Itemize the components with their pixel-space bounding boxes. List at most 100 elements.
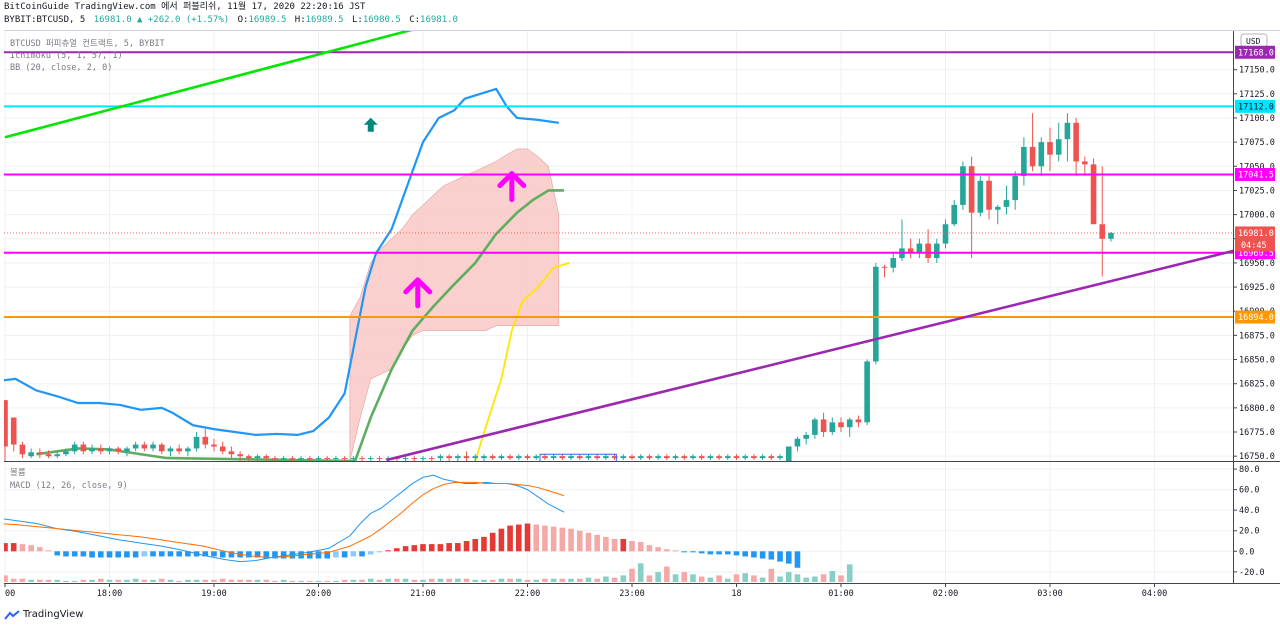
volume-bar <box>10 578 17 582</box>
legend-bb[interactable]: BB (20, close, 2, 0) <box>10 63 113 73</box>
volume-bar <box>690 574 696 582</box>
legend-volume[interactable]: 볼륨 <box>10 468 26 478</box>
macd-histogram-bar <box>620 538 627 552</box>
candle-body <box>846 419 853 428</box>
macd-histogram-bar <box>228 551 235 558</box>
volume-bar <box>751 575 757 582</box>
candle-body <box>585 456 592 459</box>
main-pane <box>4 31 1233 461</box>
teal-arrow-up-icon <box>363 117 378 132</box>
candle-body <box>333 458 339 460</box>
candle-body <box>1047 142 1053 155</box>
volume-bar <box>63 580 69 582</box>
candle-body <box>28 452 34 457</box>
volume-bar <box>202 579 209 582</box>
macd-histogram-bar <box>698 551 705 554</box>
legend-main[interactable]: BTCUSD 퍼피츄얼 컨트랙트, 5, BYBIT <box>10 39 165 49</box>
candle-body <box>254 456 261 459</box>
macd-histogram-bar <box>185 551 191 557</box>
macd-histogram-bar <box>367 551 374 555</box>
candle-body <box>124 448 130 452</box>
volume-bar <box>167 579 174 582</box>
macd-histogram-bar <box>150 551 156 557</box>
macd-histogram-bar <box>324 551 331 559</box>
macd-histogram-bar <box>463 541 470 552</box>
macd-histogram-bar <box>211 551 217 557</box>
macd-histogram-bar <box>37 547 43 552</box>
macd-tick-label: 20.0 <box>1239 527 1259 537</box>
macd-histogram-bar <box>167 551 174 557</box>
price-tick-label: 17150.0 <box>1239 66 1275 76</box>
candle-body <box>489 456 496 459</box>
macd-histogram-bar <box>420 544 426 552</box>
volume-bar <box>158 578 165 582</box>
volume-bar <box>559 578 566 582</box>
candle-body <box>1038 142 1045 167</box>
candle-body <box>986 180 992 210</box>
candle-body <box>916 243 923 254</box>
macd-histogram-bar <box>402 546 409 552</box>
volume-bar <box>411 579 418 582</box>
candle-body <box>707 456 714 459</box>
volume-bar <box>359 579 365 582</box>
price-level-label: 16960.5 <box>1238 249 1274 259</box>
candle-body <box>158 444 165 452</box>
macd-histogram-bar <box>350 551 357 557</box>
candle-body <box>933 243 940 259</box>
volume-bar <box>45 579 52 582</box>
publish-header: BitCoinGuide TradingView.com 에서 퍼블리쉬, 11… <box>4 2 368 13</box>
candle-body <box>446 456 452 459</box>
candle-body <box>785 446 792 461</box>
candle-body <box>428 458 435 460</box>
candle-body <box>359 458 365 460</box>
candle-body <box>925 243 931 259</box>
macd-histogram-bar <box>481 536 487 552</box>
tradingview-footer[interactable]: TradingView <box>4 609 83 620</box>
volume-bar <box>193 579 200 582</box>
candle-body <box>1090 164 1097 225</box>
volume-bar <box>228 579 235 582</box>
candle-body <box>341 458 348 460</box>
time-tick-label: 21:00 <box>410 589 436 599</box>
volume-bar <box>803 577 809 582</box>
time-tick-label: 23:00 <box>619 589 645 599</box>
volume-bar <box>576 578 583 582</box>
macd-histogram-bar <box>707 551 714 555</box>
macd-histogram-bar <box>785 551 792 564</box>
volume-bar <box>71 580 78 582</box>
legend-macd[interactable]: MACD (12, 26, close, 9) <box>10 481 128 491</box>
lower-pane <box>4 462 1233 582</box>
volume-bar <box>437 578 444 582</box>
volume-bar <box>446 578 452 582</box>
candle-body <box>228 451 235 455</box>
volume-bar <box>472 579 479 582</box>
candle-body <box>960 166 966 205</box>
volume-bar <box>524 579 531 582</box>
close-label: C: <box>409 15 421 25</box>
macd-histogram-bar <box>724 551 731 555</box>
candle-body <box>576 456 583 459</box>
candle-body <box>803 434 809 439</box>
candle-body <box>176 448 182 452</box>
macd-histogram-bar <box>89 551 95 558</box>
candle-body <box>690 456 696 459</box>
volume-bar <box>306 580 313 582</box>
close-value: 16981.0 <box>420 15 458 25</box>
macd-histogram-bar <box>446 543 452 552</box>
volume-bar <box>237 579 243 582</box>
macd-histogram-bar <box>10 543 17 552</box>
macd-tick-label: -20.0 <box>1239 568 1265 578</box>
volume-bar <box>515 578 522 582</box>
candle-body <box>768 456 775 459</box>
volume-bar <box>611 577 618 582</box>
volume-bar <box>376 579 383 582</box>
volume-bar <box>350 579 357 582</box>
candle-body <box>533 456 540 459</box>
macd-histogram-bar <box>742 551 749 557</box>
time-tick-label: 01:00 <box>828 589 854 599</box>
volume-bar <box>185 579 191 582</box>
time-tick-label: 03:00 <box>1037 589 1063 599</box>
legend-ichimoku[interactable]: Ichimoku (5, 1, 57, 1) <box>10 51 123 61</box>
price-level-label: 17041.5 <box>1238 170 1274 180</box>
